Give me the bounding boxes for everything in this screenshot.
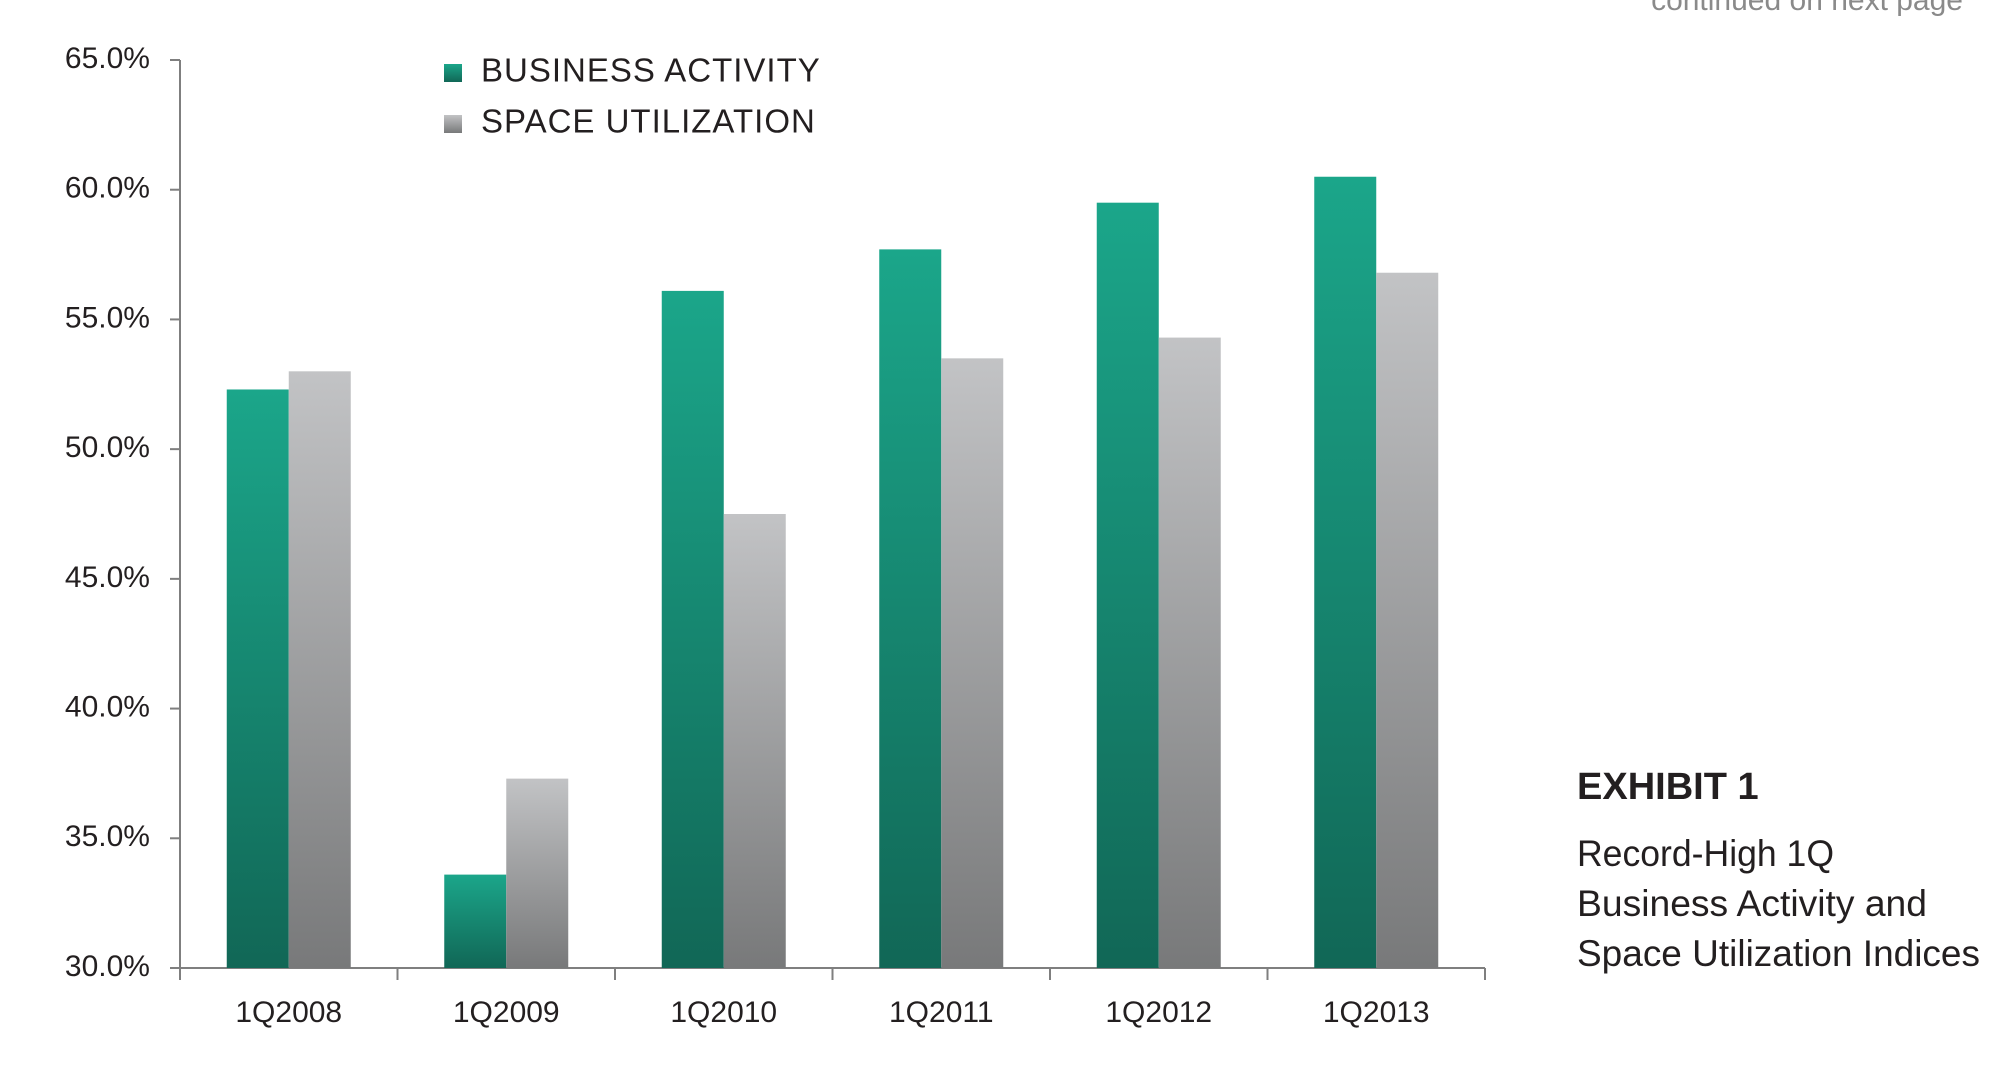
- legend-label: SPACE UTILIZATION: [481, 103, 816, 140]
- bar: [941, 358, 1004, 968]
- y-tick-label: 60.0%: [65, 172, 150, 205]
- x-tick-label: 1Q2012: [1105, 996, 1212, 1029]
- y-tick-label: 50.0%: [65, 431, 150, 464]
- y-tick-label: 30.0%: [65, 950, 150, 983]
- y-tick-label: 55.0%: [65, 301, 150, 334]
- bar: [1314, 176, 1377, 968]
- exhibit-label: EXHIBIT 1: [1577, 766, 1759, 808]
- legend-swatch: [444, 64, 462, 82]
- subtitle-line: Space Utilization Indices: [1577, 933, 1980, 974]
- subtitle-line: Business Activity and: [1577, 883, 1927, 924]
- x-tick-label: 1Q2010: [670, 996, 777, 1029]
- x-tick-label: 1Q2013: [1323, 996, 1430, 1029]
- bar: [226, 389, 289, 969]
- y-tick-label: 65.0%: [65, 42, 150, 75]
- bar: [444, 874, 507, 968]
- y-tick-label: 40.0%: [65, 690, 150, 723]
- bar: [1096, 202, 1159, 968]
- bar: [506, 778, 569, 968]
- x-tick-label: 1Q2009: [453, 996, 560, 1029]
- x-tick-label: 1Q2011: [889, 996, 994, 1029]
- y-tick-label: 45.0%: [65, 561, 150, 594]
- bar: [879, 249, 942, 968]
- bar: [1376, 272, 1439, 968]
- legend-label: BUSINESS ACTIVITY: [481, 52, 821, 89]
- bar: [723, 514, 786, 968]
- y-tick-label: 35.0%: [65, 820, 150, 853]
- legend-swatch: [444, 115, 462, 133]
- bar: [288, 371, 351, 968]
- subtitle-line: Record-High 1Q: [1577, 833, 1834, 874]
- x-tick-label: 1Q2008: [235, 996, 342, 1029]
- page-note: continued on next page: [1651, 0, 1963, 17]
- bar: [1158, 337, 1221, 968]
- bar: [661, 290, 724, 968]
